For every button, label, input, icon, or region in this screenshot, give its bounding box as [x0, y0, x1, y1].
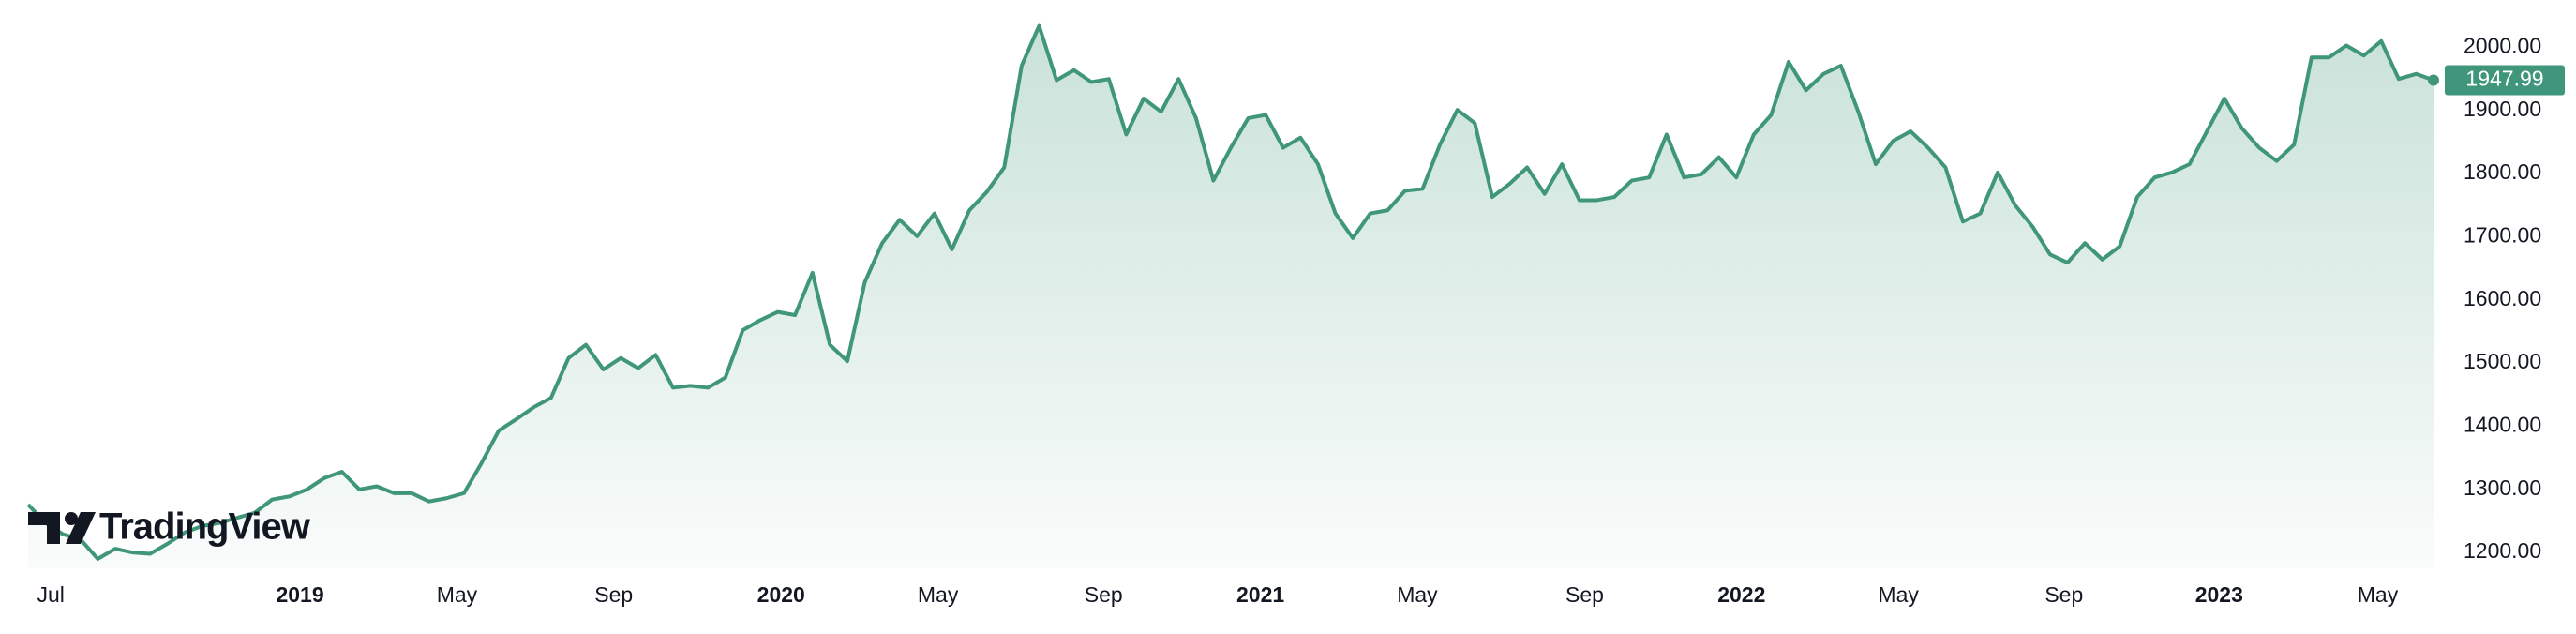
x-tick-label: May	[918, 582, 959, 607]
line	[26, 23, 2434, 561]
y-tick-label: 1900.00	[2464, 97, 2541, 121]
x-tick-label: May	[2358, 582, 2399, 607]
plot-area	[26, 23, 2439, 569]
x-tick-label: 2022	[1717, 582, 1765, 607]
x-tick-label: Sep	[1565, 582, 1604, 607]
x-tick-label: Jul	[37, 582, 64, 607]
y-tick-label: 2000.00	[2464, 34, 2541, 58]
x-tick-label: Sep	[2044, 582, 2083, 607]
last-point	[2428, 74, 2439, 86]
y-tick-label: 1700.00	[2464, 223, 2541, 248]
watermark: TradingView	[28, 506, 312, 548]
area	[28, 25, 2434, 569]
x-tick-label: 2023	[2195, 582, 2243, 607]
logo-icon	[65, 512, 78, 525]
watermark-text: TradingView	[99, 506, 311, 548]
x-tick-label: May	[437, 582, 478, 607]
y-tick-label: 1600.00	[2464, 286, 2541, 310]
x-tick-label: 2019	[276, 582, 323, 607]
logo-icon	[66, 512, 96, 544]
y-tick-label: 1800.00	[2464, 159, 2541, 184]
x-tick-label: 2020	[757, 582, 805, 607]
price-label: 1947.99	[2465, 67, 2543, 91]
x-tick-label: May	[1878, 582, 1919, 607]
y-tick-label: 1200.00	[2464, 538, 2541, 563]
price-label-bg	[2445, 65, 2565, 96]
y-tick-label: 1300.00	[2464, 476, 2541, 500]
x-tick-label: Sep	[1085, 582, 1123, 607]
x-tick-label: 2021	[1236, 582, 1284, 607]
x-tick-label: Sep	[594, 582, 633, 607]
logo-icon	[28, 512, 60, 544]
y-tick-label: 1400.00	[2464, 413, 2541, 437]
x-tick-label: May	[1397, 582, 1438, 607]
y-tick-label: 1500.00	[2464, 349, 2541, 373]
